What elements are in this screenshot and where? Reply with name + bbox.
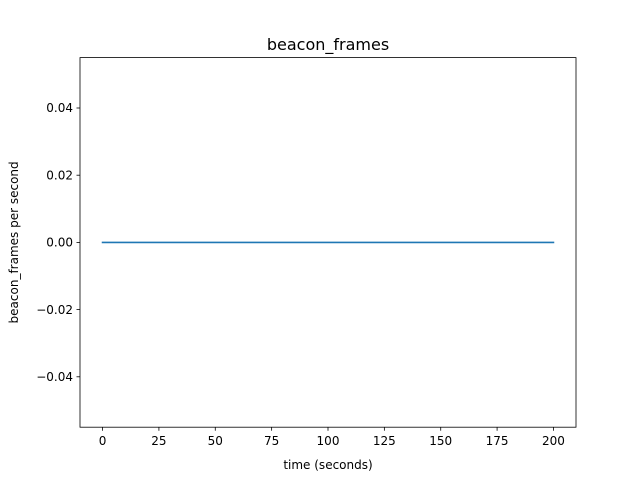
- x-tick-label: 50: [208, 434, 223, 448]
- x-tick-label: 200: [542, 434, 565, 448]
- x-tick-label: 75: [264, 434, 279, 448]
- x-axis: 0 25 50 75 100 125 150 175 200: [99, 427, 565, 448]
- y-tick-label: 0.04: [46, 101, 73, 115]
- y-axis: −0.04 −0.02 0.00 0.02 0.04: [36, 101, 80, 384]
- x-tick-label: 0: [99, 434, 107, 448]
- x-tick-label: 25: [151, 434, 166, 448]
- y-tick-label: −0.02: [36, 303, 73, 317]
- x-tick-label: 125: [373, 434, 396, 448]
- x-tick-label: 100: [317, 434, 340, 448]
- y-tick-label: 0.02: [46, 168, 73, 182]
- chart-title: beacon_frames: [267, 35, 389, 55]
- y-tick-label: 0.00: [46, 236, 73, 250]
- plot-area: [79, 57, 577, 428]
- y-tick-label: −0.04: [36, 370, 73, 384]
- x-tick-label: 150: [429, 434, 452, 448]
- x-tick-label: 175: [486, 434, 509, 448]
- y-axis-label: beacon_frames per second: [7, 161, 21, 323]
- x-axis-label: time (seconds): [283, 458, 372, 472]
